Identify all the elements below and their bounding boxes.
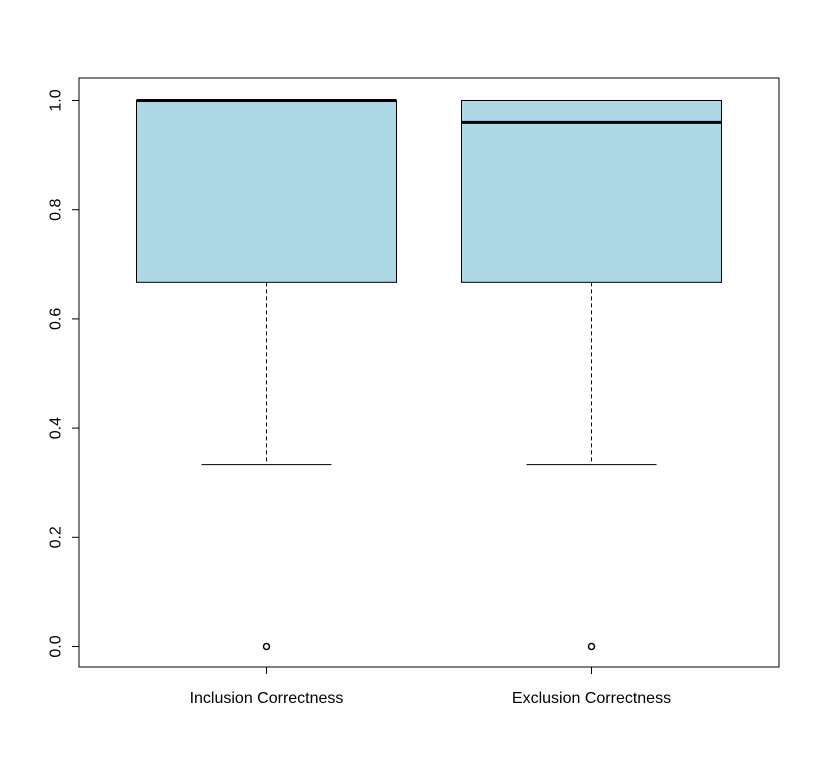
iqr-box	[461, 100, 722, 283]
outlier-point	[587, 642, 596, 651]
boxes	[136, 99, 722, 651]
y-tick-label: 0.8	[48, 198, 65, 220]
y-tick-label: 0.6	[48, 308, 65, 330]
x-tick-label: Exclusion Correctness	[512, 690, 671, 707]
y-tick-label: 0.4	[48, 417, 65, 439]
outlier-point	[262, 642, 271, 651]
y-tick-label: 1.0	[48, 89, 65, 111]
y-tick-label: 0.2	[48, 526, 65, 548]
x-tick-label: Inclusion Correctness	[190, 690, 344, 707]
box-group	[136, 99, 397, 651]
iqr-box	[136, 100, 397, 283]
x-axis: Inclusion Correctness Exclusion Correctne…	[190, 666, 671, 707]
y-axis: 0.0 0.2 0.4 0.6 0.8 1.0	[48, 89, 80, 658]
box-group	[461, 100, 722, 651]
y-tick-label: 0.0	[48, 635, 65, 657]
